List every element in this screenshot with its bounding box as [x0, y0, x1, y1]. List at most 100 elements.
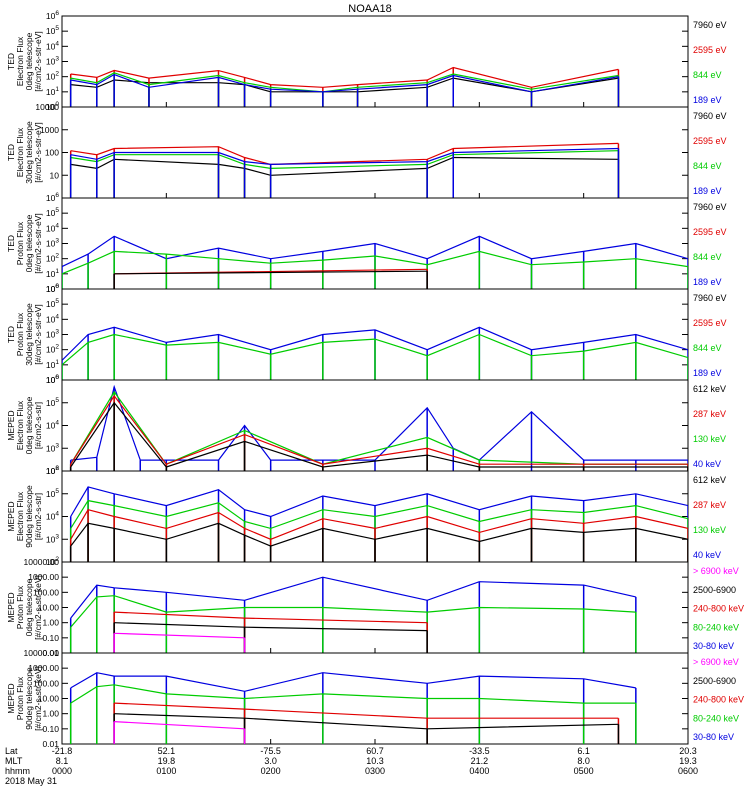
legend-entry: 2595 eV	[693, 45, 727, 55]
y-axis-label: MEPEDElectron Flux90deg telescope[#/cm2-…	[6, 485, 43, 548]
legend-entry: 2500-6900	[693, 585, 736, 595]
y-axis-label-line: [#/cm2-s-str-eV]	[33, 213, 43, 273]
y-axis-label-line: Proton Flux	[15, 221, 25, 265]
y-tick-label: 101	[46, 268, 59, 279]
y-tick-label: 106	[46, 192, 59, 203]
y-tick-label: 10000.00	[24, 648, 60, 658]
y-axis-label-line: TED	[6, 144, 16, 161]
y-tick-label: 1000.00	[28, 663, 59, 673]
y-tick-label: 0.10	[42, 724, 59, 734]
panel-meped-proton-0deg: 0.01 0.10 1.00 10.00 100.00 1000.00 10000.00 ME…	[6, 557, 744, 658]
y-axis-label-line: TED	[6, 235, 16, 252]
x-tick-label-hhmm: 0000	[52, 766, 72, 776]
y-tick-label: 10000	[35, 102, 59, 112]
y-axis-label-line: MEPED	[6, 501, 16, 531]
x-tick-label-mlt: 10.3	[366, 756, 384, 766]
panel-frame	[61, 561, 689, 654]
series-line-612-kev	[70, 522, 688, 547]
x-tick-label-mlt: 19.8	[158, 756, 176, 766]
legend-entry: 7960 eV	[693, 111, 727, 121]
series-line-240-800-kev	[114, 611, 428, 624]
legend-entry: 2595 eV	[693, 318, 727, 328]
legend-entry: 40 keV	[693, 550, 721, 560]
y-tick-label: 10	[50, 170, 60, 180]
series-line-2595-ev	[70, 142, 619, 166]
x-tick-label-lat: -21.8	[52, 746, 73, 756]
y-axis-label: MEPEDProton Flux0deg telescope[#/cm2-s-s…	[6, 575, 43, 640]
y-tick-label: 10000.00	[24, 557, 60, 567]
y-tick-label: 0.10	[42, 633, 59, 643]
y-axis-label-line: Electron Flux	[15, 400, 25, 450]
series-line-189-ev	[62, 235, 688, 268]
legend-entry: 130 keV	[693, 434, 726, 444]
x-tick-label-hhmm: 0300	[365, 766, 385, 776]
y-tick-label: 100	[46, 374, 59, 385]
series-line-30-80-kev	[70, 672, 636, 692]
x-tick-label-lat: 52.1	[158, 746, 176, 756]
legend-entry: 2595 eV	[693, 227, 727, 237]
date-label: 2018 May 31	[5, 776, 57, 786]
series-line-30-80-kev	[70, 576, 636, 619]
y-axis-label-line: 30deg telescope	[24, 303, 34, 366]
x-tick-label-mlt: 19.3	[679, 756, 697, 766]
x-tick-label-hhmm: 0100	[156, 766, 176, 776]
y-tick-label: 1000	[40, 125, 59, 135]
y-tick-label: 106	[46, 465, 59, 476]
x-tick-label-mlt: 8.1	[56, 756, 69, 766]
legend-entry: 844 eV	[693, 343, 722, 353]
y-tick-label: 100	[45, 148, 59, 158]
y-tick-label: 104	[46, 313, 59, 324]
y-axis-label-line: MEPED	[6, 410, 16, 440]
legend-entry: 844 eV	[693, 70, 722, 80]
y-axis-label-line: [#/cm2-s-str]	[33, 493, 43, 540]
legend-entry: 80-240 keV	[693, 713, 739, 723]
y-axis-label-line: Electron Flux	[15, 491, 25, 541]
y-tick-label: 1.00	[42, 709, 59, 719]
y-axis-label: TEDProton Flux30deg telescope[#/cm2-s-st…	[6, 303, 43, 366]
series-line-80-240-kev	[70, 595, 636, 628]
y-axis-label-line: 0deg telescope	[24, 396, 34, 454]
legend-entry: 130 keV	[693, 525, 726, 535]
x-tick-label-mlt: 21.2	[471, 756, 489, 766]
y-axis-label-line: 0deg telescope	[24, 578, 34, 636]
x-tick-label-lat: -33.5	[469, 746, 490, 756]
y-axis-label-line: TED	[6, 53, 16, 70]
y-axis-label-line: [#/cm2-s-str]	[33, 402, 43, 449]
series-line-40-kev	[70, 384, 688, 461]
x-tick-label-lat: -75.5	[260, 746, 281, 756]
y-axis-label-line: [#/cm2-s-str-eV]	[33, 304, 43, 364]
y-tick-label: 102	[46, 465, 59, 476]
panel-frame	[61, 15, 689, 108]
y-axis-label-line: 0deg telescope	[24, 32, 34, 90]
y-tick-label: 100.00	[33, 587, 59, 597]
y-tick-label: 105	[46, 25, 59, 36]
y-axis-label: TEDElectron Flux0deg telescope[#/cm2-s-s…	[6, 31, 43, 91]
y-tick-label: 103	[46, 329, 59, 340]
y-tick-label: 105	[46, 298, 59, 309]
y-tick-label: 105	[46, 397, 59, 408]
y-tick-label: 103	[46, 56, 59, 67]
legend-entry: 287 keV	[693, 409, 726, 419]
y-axis-label-line: [#/cm2-s-str-keV]	[33, 666, 43, 731]
y-tick-label: 106	[46, 283, 59, 294]
series-line--6900-kev	[114, 721, 245, 730]
y-tick-label: 1000.00	[28, 572, 59, 582]
y-tick-label: 0.01	[42, 739, 59, 749]
x-tick-label-mlt: 8.0	[577, 756, 590, 766]
y-axis-label: TEDElectron Flux30deg telescope[#/cm2-s-…	[6, 121, 43, 184]
legend-entry: 844 eV	[693, 252, 722, 262]
series-line-612-kev	[70, 401, 688, 468]
series-line-80-240-kev	[70, 684, 636, 704]
y-axis-label-line: TED	[6, 326, 16, 343]
x-tick-label-lat: 20.3	[679, 746, 697, 756]
y-tick-label: 102	[46, 556, 59, 567]
series-group	[69, 66, 620, 107]
y-axis-label-line: [#/cm2-s-str-eV]	[33, 31, 43, 91]
y-tick-label: 104	[46, 222, 59, 233]
y-axis-label-line: 0deg telescope	[24, 214, 34, 272]
legend-entry: 189 eV	[693, 95, 722, 105]
